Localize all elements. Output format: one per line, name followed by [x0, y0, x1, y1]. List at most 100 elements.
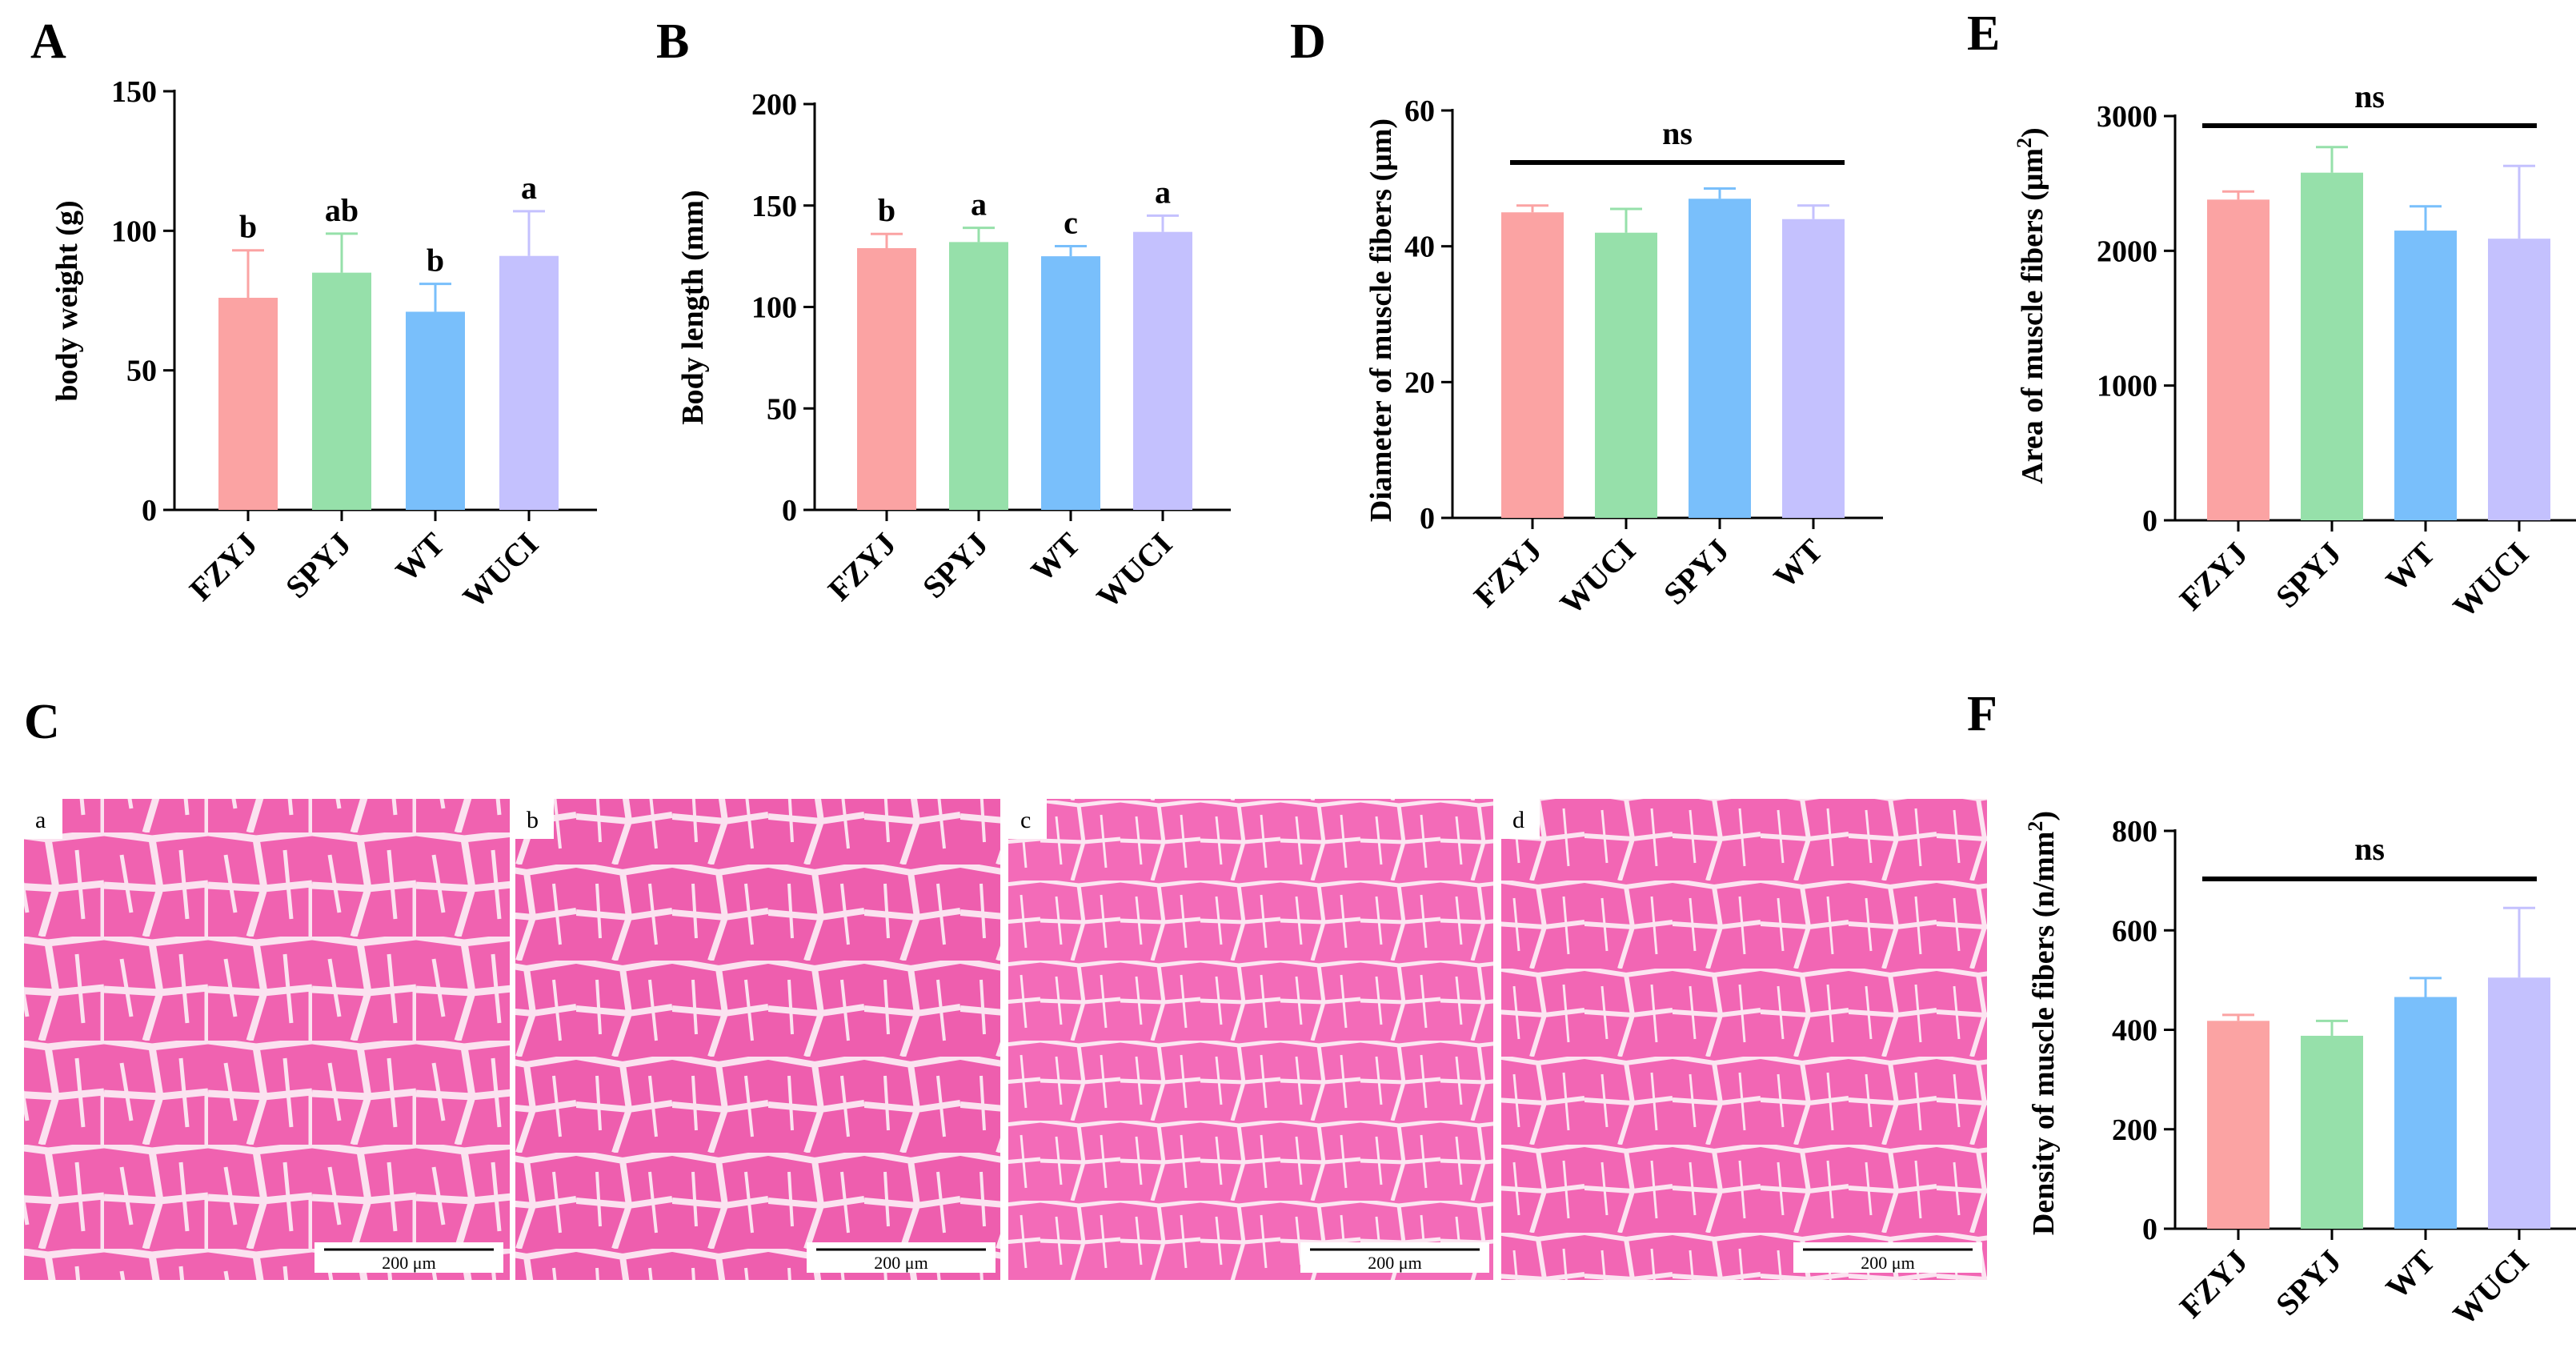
category-label-e-wt: WT: [2378, 535, 2442, 598]
sig-label-a-wt: b: [427, 243, 444, 279]
category-label-b-fzyj: FZYJ: [821, 526, 903, 608]
category-label-d-spyj: SPYJ: [1657, 532, 1736, 612]
micrograph-c-label: c: [1020, 807, 1031, 833]
ns-label-f: ns: [2354, 831, 2385, 867]
y-tick-label-b-4: 200: [751, 88, 797, 122]
bar-e-spyj: [2301, 172, 2363, 520]
micrograph-d-label: d: [1512, 807, 1524, 833]
scale-bar-c-label: 200 μm: [1368, 1253, 1421, 1273]
bar-d-wt: [1782, 219, 1845, 518]
scale-bar-b-box: [807, 1242, 996, 1273]
category-label-a-wt: WT: [388, 525, 451, 588]
micrograph-b-fibers: [515, 799, 1000, 1280]
chart-panel-b-body-length: B 0 50 100 150 200 Body length (mm) FZYJ b SPYJ a…: [656, 14, 1231, 616]
y-axis-label-e: Area of muscle fibers (μm2): [2013, 127, 2050, 483]
panel-letter-d: D: [1290, 14, 1326, 69]
scale-bar-c-box: [1300, 1242, 1489, 1273]
y-tick-label-d-2: 40: [1404, 231, 1435, 264]
sig-label-a-fzyj: b: [239, 209, 257, 245]
y-tick-label-e-2: 2000: [2097, 235, 2157, 268]
bar-e-wt: [2394, 231, 2457, 520]
micrograph-a-label-box: [24, 799, 62, 839]
y-tick-label-e-0: 0: [2142, 504, 2157, 538]
bar-b-wt: [1041, 256, 1100, 510]
y-tick-label-a-1: 50: [126, 355, 157, 388]
category-label-f-spyj: SPYJ: [2269, 1243, 2348, 1322]
category-label-a-wuci: WUCI: [455, 526, 545, 616]
y-tick-label-d-1: 20: [1404, 366, 1435, 399]
category-label-d-fzyj: FZYJ: [1467, 532, 1549, 615]
y-tick-label-b-2: 100: [751, 291, 797, 325]
y-tick-label-d-0: 0: [1420, 502, 1435, 536]
category-label-e-spyj: SPYJ: [2269, 536, 2348, 615]
bar-a-wuci: [499, 255, 559, 510]
y-tick-label-d-3: 60: [1404, 94, 1435, 128]
y-axis-label-a: body weight (g): [50, 200, 84, 401]
bar-d-fzyj: [1501, 212, 1564, 518]
bar-d-wuci: [1595, 232, 1657, 518]
bar-d-spyj: [1689, 199, 1751, 519]
bar-f-spyj: [2301, 1035, 2363, 1229]
sig-label-b-wt: c: [1064, 204, 1078, 240]
bar-a-spyj: [312, 272, 371, 510]
y-tick-label-e-1: 1000: [2097, 370, 2157, 403]
micrograph-a: a 200 μm: [24, 799, 510, 1280]
scale-bar-a-box: [314, 1242, 503, 1273]
bar-a-wt: [406, 311, 465, 510]
y-tick-label-b-1: 50: [767, 392, 797, 426]
micrograph-a-label: a: [35, 807, 46, 833]
y-tick-label-a-2: 100: [111, 215, 157, 248]
category-label-b-spyj: SPYJ: [915, 526, 995, 605]
y-tick-label-e-3: 3000: [2097, 100, 2157, 134]
y-tick-label-f-2: 400: [2112, 1014, 2157, 1048]
chart-panel-a-body-weight: A 0 50 100 150 body weight (g) FZYJ b SPYJ ab WT b…: [30, 14, 597, 616]
y-tick-label-b-3: 150: [751, 190, 797, 223]
category-label-f-wt: WT: [2378, 1242, 2442, 1306]
category-label-a-spyj: SPYJ: [278, 526, 358, 605]
micrograph-c: c 200 μm: [1008, 799, 1493, 1280]
category-label-d-wuci: WUCI: [1552, 532, 1642, 622]
panel-letter-c: C: [24, 695, 60, 749]
bar-b-wuci: [1133, 231, 1192, 510]
y-tick-label-f-1: 200: [2112, 1113, 2157, 1147]
bar-a-fzyj: [218, 298, 278, 510]
ns-label-e: ns: [2354, 78, 2385, 114]
micrograph-b-label: b: [527, 807, 539, 833]
y-axis-label-b: Body length (mm): [676, 190, 710, 424]
ns-label-d: ns: [1662, 115, 1693, 151]
category-label-f-fzyj: FZYJ: [2173, 1243, 2255, 1326]
y-tick-label-f-3: 600: [2112, 914, 2157, 948]
scale-bar-a-label: 200 μm: [382, 1253, 435, 1273]
scale-bar-d-label: 200 μm: [1861, 1253, 1914, 1273]
micrograph-a-fibers: [24, 799, 510, 1280]
y-tick-label-f-4: 800: [2112, 815, 2157, 848]
panel-letter-b: B: [656, 14, 689, 69]
chart-panel-f-fiber-density: F 0 200 400 600 800 Density of muscle fibers …: [1967, 687, 2576, 1333]
sig-label-a-spyj: ab: [325, 192, 359, 228]
bar-f-wuci: [2488, 977, 2550, 1229]
micrograph-c-label-box: [1008, 799, 1047, 839]
panel-c-micrographs: C a 200 μm b 200 μm c 200 μm: [24, 695, 1987, 1280]
chart-panel-e-fiber-area: E 0 1000 2000 3000 Area of muscle fibers (μm…: [1967, 6, 2576, 625]
category-label-a-fzyj: FZYJ: [182, 526, 265, 608]
micrograph-d: d 200 μm: [1501, 799, 1987, 1280]
category-label-f-wuci: WUCI: [2446, 1243, 2535, 1333]
scale-bar-b-label: 200 μm: [874, 1253, 927, 1273]
y-tick-label-f-0: 0: [2142, 1213, 2157, 1246]
category-label-b-wt: WT: [1024, 525, 1087, 588]
micrograph-d-label-box: [1501, 799, 1540, 839]
category-label-e-fzyj: FZYJ: [2173, 536, 2255, 618]
bar-f-wt: [2394, 997, 2457, 1229]
sig-label-a-wuci: a: [521, 170, 537, 206]
panel-letter-a: A: [30, 14, 66, 69]
y-axis-label-d: Diameter of muscle fibers (μm): [1364, 118, 1398, 522]
category-label-b-wuci: WUCI: [1089, 526, 1179, 616]
bar-b-fzyj: [857, 247, 916, 510]
sig-label-b-wuci: a: [1155, 174, 1171, 210]
bar-b-spyj: [949, 242, 1008, 510]
panel-letter-e: E: [1967, 6, 2000, 61]
sig-label-b-spyj: a: [971, 187, 987, 223]
y-tick-label-b-0: 0: [782, 494, 797, 528]
